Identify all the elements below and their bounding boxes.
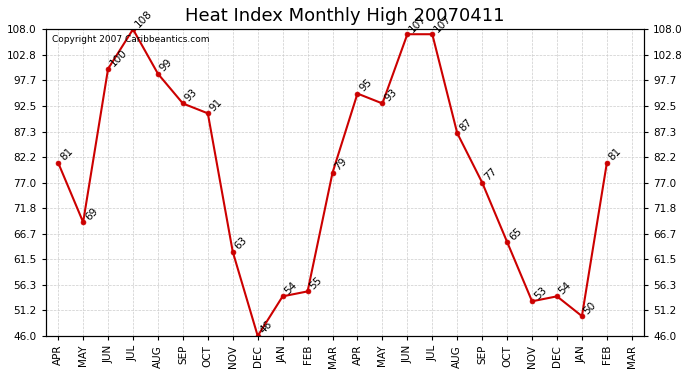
Text: 69: 69 (83, 206, 99, 222)
Text: 54: 54 (283, 280, 299, 296)
Text: 46: 46 (257, 320, 274, 336)
Text: 108: 108 (133, 8, 154, 29)
Text: 53: 53 (532, 285, 549, 301)
Text: 107: 107 (407, 13, 428, 34)
Text: 93: 93 (382, 87, 399, 104)
Text: 81: 81 (607, 146, 623, 163)
Text: 79: 79 (333, 156, 349, 173)
Text: 107: 107 (433, 13, 453, 34)
Text: 63: 63 (233, 236, 249, 252)
Text: 55: 55 (308, 275, 324, 291)
Text: 54: 54 (557, 280, 573, 296)
Text: 100: 100 (108, 48, 129, 69)
Text: 87: 87 (457, 117, 473, 133)
Text: Copyright 2007 Caribbeantics.com: Copyright 2007 Caribbeantics.com (52, 35, 209, 44)
Text: 91: 91 (208, 97, 224, 113)
Text: 81: 81 (58, 146, 75, 163)
Text: 93: 93 (183, 87, 199, 104)
Title: Heat Index Monthly High 20070411: Heat Index Monthly High 20070411 (185, 7, 505, 25)
Text: 99: 99 (158, 57, 175, 74)
Text: 95: 95 (357, 77, 374, 94)
Text: 65: 65 (507, 225, 524, 242)
Text: 50: 50 (582, 300, 598, 316)
Text: 77: 77 (482, 166, 499, 183)
